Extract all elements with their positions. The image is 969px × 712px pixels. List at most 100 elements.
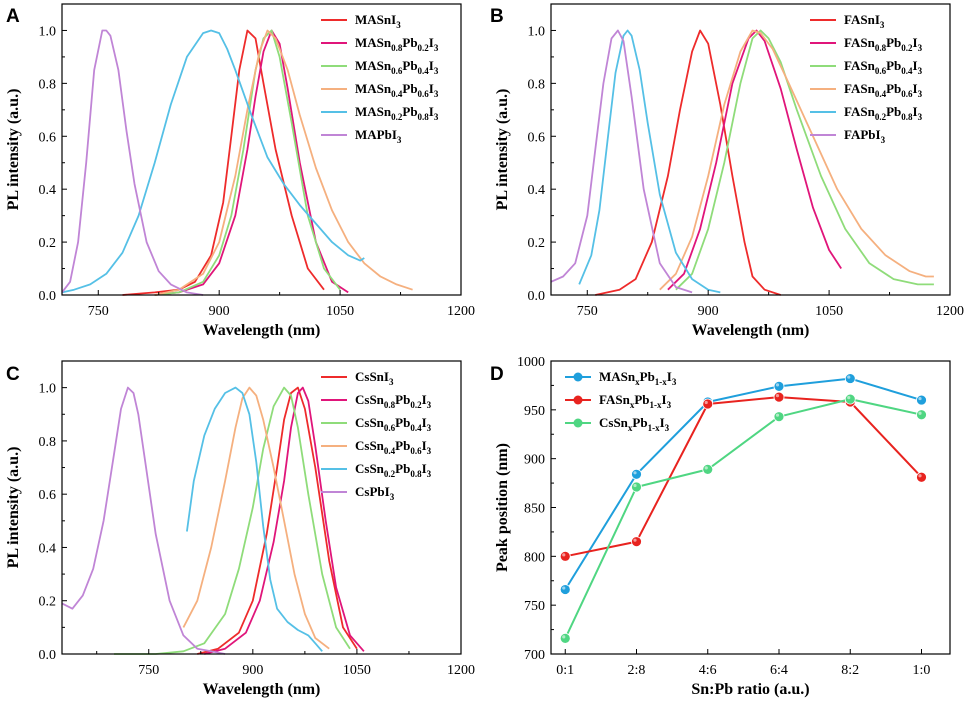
legend-subscript: 0.2 (901, 43, 913, 53)
legend-label: CsSnI3 (355, 369, 394, 387)
legend-subscript: 0.4 (391, 89, 403, 99)
legend-main: CsSn (355, 392, 385, 407)
x-tick-label: 1200 (936, 304, 964, 319)
legend-subscript: x (635, 377, 640, 387)
legend-main: FAPbI (844, 127, 881, 142)
x-axis-title: Wavelength (nm) (692, 322, 810, 339)
legend-label: MASnI3 (355, 12, 401, 30)
legend-subscript: 1-x (655, 377, 667, 387)
data-point-highlight (633, 471, 637, 475)
legend-main: I (429, 35, 434, 50)
legend-main: I (422, 392, 427, 407)
legend-marker (573, 395, 583, 405)
legend: MASnI3MASn0.8Pb0.2I3MASn0.6Pb0.4I3MASn0.… (321, 12, 439, 145)
panel-letter: D (490, 364, 504, 385)
legend-subscript: 3 (389, 377, 394, 387)
y-tick-label: 850 (524, 502, 545, 517)
legend-label: MASn0.8Pb0.2I3 (355, 35, 439, 53)
series-line (595, 29, 781, 296)
data-point (773, 380, 785, 392)
legend-main: CsSn (355, 438, 385, 453)
data-point-highlight (633, 483, 637, 488)
legend-main: FASnI (844, 12, 880, 27)
y-tick-label: 800 (524, 550, 545, 565)
legend-subscript: 3 (427, 423, 432, 433)
legend-main: I (662, 392, 667, 407)
series-line (154, 29, 349, 296)
y-tick-label: 950 (524, 404, 545, 419)
legend-subscript: 0.4 (384, 446, 396, 456)
legend-main: I (660, 415, 665, 430)
legend-main: Pb (886, 35, 901, 50)
data-point-highlight (562, 586, 566, 590)
legend-main: I (422, 438, 427, 453)
y-tick-label: 1.0 (39, 382, 57, 397)
x-tick-label: 1:0 (913, 663, 931, 678)
legend-subscript: 3 (667, 400, 672, 410)
legend-subscript: 3 (918, 89, 923, 99)
data-point-highlight (775, 394, 780, 398)
legend: CsSnI3CsSn0.8Pb0.2I3CsSn0.6Pb0.4I3CsSn0.… (321, 369, 432, 502)
x-tick-label: 8:2 (841, 663, 859, 678)
legend-main: FASn (844, 81, 876, 96)
legend-label: CsSn0.8Pb0.2I3 (355, 392, 432, 410)
legend-main: MASn (355, 81, 392, 96)
legend-main: CsSn (599, 415, 629, 430)
y-tick-label: 0.8 (528, 77, 546, 92)
legend-main: MASn (355, 104, 392, 119)
legend-subscript: 3 (880, 20, 885, 30)
x-tick-label: 1050 (343, 663, 371, 678)
x-tick-label: 2:8 (628, 663, 646, 678)
data-point (844, 373, 856, 384)
legend-subscript: 0.8 (391, 43, 403, 53)
legend-main: CsSn (355, 415, 385, 430)
legend-main: MASn (355, 58, 392, 73)
legend-subscript: 3 (434, 112, 439, 122)
panel-C: C 0.0 0.2 0.4 0.6 0.8 1.0 750 900 1050 1200 Wavelen… (5, 360, 475, 698)
panel-letter: A (6, 6, 20, 27)
series-line (564, 377, 922, 591)
legend-main: Pb (402, 35, 417, 50)
legend-subscript: 0.2 (384, 469, 396, 479)
series-line (61, 29, 365, 294)
legend-label: CsSnxPb1-xI3 (599, 415, 670, 433)
data-point-highlight (775, 413, 780, 417)
y-tick-label: 0.0 (39, 289, 57, 304)
data-point (773, 411, 785, 423)
series-line (61, 386, 226, 655)
legend-subscript: x (628, 423, 633, 433)
x-tick-label: 900 (242, 663, 263, 678)
series-line (197, 386, 358, 655)
legend-main: CsSn (355, 461, 385, 476)
panel-A: A 0.0 0.2 0.4 0.6 0.8 1.0 750 900 1050 1200 Wavelen… (5, 3, 475, 339)
panel-B: B 0.0 0.2 0.4 0.6 0.8 1.0 750 900 1050 1200 Wavelen… (490, 3, 964, 339)
legend-main: MASn (355, 35, 392, 50)
legend-subscript: 0.2 (410, 400, 422, 410)
legend-label: CsPbI3 (355, 484, 395, 502)
legend-label: FASnI3 (844, 12, 885, 30)
legend-main: I (667, 369, 672, 384)
data-point (559, 584, 571, 595)
legend-subscript: 0.4 (410, 423, 422, 433)
legend-main: Pb (886, 58, 901, 73)
legend-subscript: 3 (397, 135, 402, 145)
data-point (559, 632, 571, 644)
y-tick-label: 0.2 (528, 236, 546, 251)
legend-main: Pb (395, 438, 410, 453)
series-line (565, 396, 923, 558)
x-axis-title: Sn:Pb ratio (a.u.) (691, 681, 809, 698)
legend-subscript: 3 (434, 89, 439, 99)
legend-main: FASn (599, 392, 631, 407)
legend-main: FASn (844, 104, 876, 119)
legend-main: Pb (886, 104, 901, 119)
legend-subscript: 3 (881, 135, 886, 145)
data-point-highlight (847, 375, 851, 379)
legend-main: CsSnI (355, 369, 389, 384)
data-point-highlight (775, 383, 780, 387)
data-point-highlight (918, 474, 922, 478)
y-tick-label: 0.2 (39, 236, 57, 251)
legend-label: CsSn0.6Pb0.4I3 (355, 415, 432, 433)
legend-subscript: 3 (434, 66, 439, 76)
series-line (114, 386, 351, 655)
